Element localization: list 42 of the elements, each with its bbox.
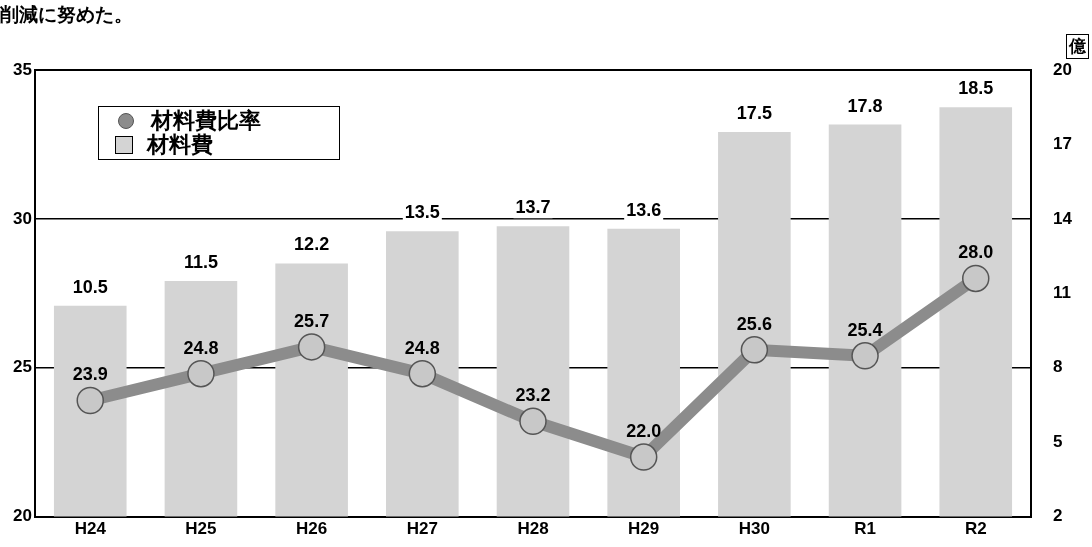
data-label: 17.5	[736, 103, 772, 123]
y2-tick-label: 20	[1053, 59, 1073, 79]
x-tick-label: H27	[406, 519, 438, 539]
x-tick-label: H28	[517, 519, 549, 539]
x-tick-label: H26	[296, 519, 328, 539]
data-label: 28.0	[958, 242, 994, 263]
data-label: 23.9	[72, 364, 108, 385]
data-label: 11.5	[183, 251, 218, 272]
legend-label: 材料費	[147, 132, 213, 157]
x-tick-label: H25	[185, 519, 217, 539]
data-label: 13.6	[626, 199, 662, 220]
text: 削減に努めた。	[0, 2, 133, 27]
y-tick-label: 20	[12, 506, 32, 526]
data-label: 13.5	[404, 202, 440, 223]
data-label: 13.7	[515, 197, 551, 218]
y-tick-label: 30	[12, 208, 32, 228]
data-label: 24.8	[183, 337, 219, 358]
y2-tick-label: 2	[1053, 506, 1063, 526]
data-label: 25.4	[847, 319, 883, 340]
y-tick-label: 25	[12, 357, 32, 377]
y2-tick-label: 17	[1053, 134, 1073, 154]
y2-tick-label: 11	[1053, 282, 1072, 302]
data-label: 25.7	[294, 310, 330, 331]
x-tick-label: H29	[628, 519, 660, 539]
x-tick-label: H24	[74, 519, 107, 539]
data-label: 23.2	[515, 385, 551, 406]
y-tick-label: 35	[12, 59, 32, 79]
y2-tick-label: 14	[1053, 208, 1073, 228]
data-label: 12.2	[294, 234, 330, 255]
data-label: 18.5	[958, 78, 994, 99]
x-tick-label: R1	[854, 519, 876, 539]
y2-axis-title: 億	[1066, 34, 1089, 59]
y2-tick-label: 8	[1053, 357, 1063, 377]
data-label: 25.6	[736, 313, 772, 334]
x-tick-label: R2	[964, 519, 987, 539]
data-label: 24.8	[404, 337, 440, 358]
x-tick-label: H30	[738, 519, 770, 539]
y2-tick-label: 5	[1053, 431, 1063, 451]
data-label: 17.8	[847, 95, 883, 116]
data-label: 10.5	[72, 276, 108, 297]
legend-label: 材料費比率	[151, 108, 261, 133]
data-label: 22.0	[626, 421, 662, 442]
